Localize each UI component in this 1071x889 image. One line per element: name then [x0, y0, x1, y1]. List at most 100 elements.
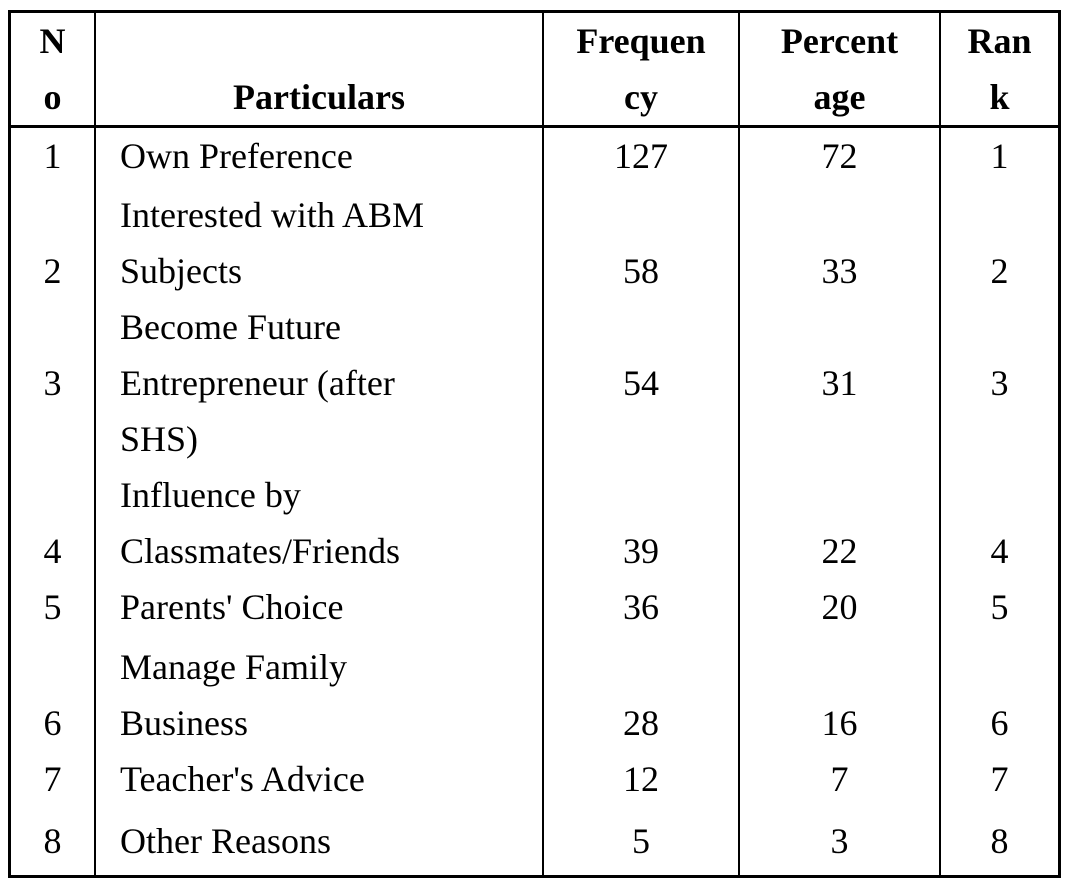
cell-frequency: 58: [542, 186, 739, 299]
particulars-line: SHS): [120, 418, 199, 459]
cell-particulars: Interested with ABM Subjects: [94, 186, 543, 299]
cell-rank-value: 8: [990, 820, 1009, 861]
header-no: N o: [11, 13, 95, 128]
table-row: 6 Manage Family Business 28 16 6: [11, 638, 1058, 751]
header-frequency-line2: cy: [624, 77, 658, 117]
header-no-line1: N: [39, 21, 66, 61]
cell-rank-value: 4: [990, 530, 1009, 571]
header-frequency-line1: Frequen: [576, 21, 706, 61]
cell-percentage-value: 22: [821, 530, 858, 571]
cell-rank: 6: [939, 638, 1058, 751]
cell-particulars: Parents' Choice: [94, 578, 543, 639]
cell-particulars: Manage Family Business: [94, 638, 543, 751]
cell-rank-value: 1: [990, 136, 1009, 176]
header-percentage-line2: age: [813, 77, 866, 117]
particulars-line: Own Preference: [120, 136, 353, 176]
cell-frequency: 28: [542, 638, 739, 751]
header-percentage: Percent age: [738, 13, 940, 128]
particulars-line: Other Reasons: [120, 820, 331, 861]
cell-no: 5: [11, 579, 95, 639]
table-row: 5 Parents' Choice 36 20 5: [11, 578, 1058, 639]
cell-particulars: Influence by Classmates/Friends: [94, 466, 543, 579]
cell-percentage: 20: [738, 578, 940, 639]
cell-frequency-value: 36: [623, 586, 659, 627]
header-percentage-line1: Percent: [780, 21, 899, 61]
particulars-line: Subjects: [120, 250, 242, 291]
cell-frequency: 12: [542, 750, 739, 813]
cell-percentage: 33: [738, 186, 940, 299]
cell-frequency: 36: [542, 578, 739, 639]
cell-rank: 2: [939, 186, 1058, 299]
table-row: 1 Own Preference 127 72 1: [11, 126, 1058, 187]
cell-percentage-value: 7: [830, 758, 849, 799]
cell-frequency-value: 12: [623, 758, 659, 799]
particulars-line: Teacher's Advice: [120, 758, 365, 799]
header-row: N o Particulars Frequen cy Percent age R…: [11, 13, 1058, 128]
cell-particulars: Teacher's Advice: [94, 750, 543, 813]
table-row: 2 Interested with ABM Subjects 58 33 2: [11, 186, 1058, 299]
cell-rank-value: 7: [990, 758, 1009, 799]
cell-no: 4: [11, 467, 95, 579]
header-particulars-label: Particulars: [233, 77, 405, 117]
cell-no: 6: [11, 639, 95, 751]
cell-percentage-value: 16: [821, 702, 858, 743]
cell-rank-value: 3: [990, 362, 1009, 403]
cell-rank: 4: [939, 466, 1058, 579]
cell-no: 7: [11, 751, 95, 813]
cell-rank: 3: [939, 298, 1058, 467]
particulars-line: Manage Family: [120, 646, 347, 687]
cell-frequency: 127: [542, 126, 739, 187]
cell-rank-value: 2: [990, 250, 1009, 291]
cell-no-value: 5: [43, 586, 62, 627]
particulars-line: Interested with ABM: [120, 194, 424, 235]
cell-no: 3: [11, 299, 95, 467]
cell-percentage: 3: [738, 812, 940, 877]
cell-particulars: Become Future Entrepreneur (after SHS): [94, 298, 543, 467]
reasons-table-container: N o Particulars Frequen cy Percent age R…: [8, 10, 1061, 878]
cell-percentage: 31: [738, 298, 940, 467]
cell-percentage-value: 31: [821, 362, 858, 403]
table-header: N o Particulars Frequen cy Percent age R…: [11, 13, 1058, 128]
cell-no-value: 7: [43, 758, 62, 799]
header-rank-line2: k: [989, 77, 1010, 117]
cell-rank: 5: [939, 578, 1058, 639]
table-row: 8 Other Reasons 5 3 8: [11, 812, 1058, 877]
cell-percentage-value: 33: [821, 250, 858, 291]
cell-percentage: 7: [738, 750, 940, 813]
cell-frequency: 54: [542, 298, 739, 467]
header-rank: Ran k: [939, 13, 1058, 128]
cell-rank-value: 6: [990, 702, 1009, 743]
table-row: 3 Become Future Entrepreneur (after SHS) 54 3…: [11, 298, 1058, 467]
particulars-line: Influence by: [120, 474, 301, 515]
table-body: 1 Own Preference 127 72 1 2 Interested with AB…: [11, 126, 1058, 877]
cell-percentage-value: 72: [821, 136, 858, 176]
cell-no-value: 8: [43, 820, 62, 861]
cell-particulars: Own Preference: [94, 126, 543, 187]
cell-percentage-value: 20: [821, 586, 858, 627]
cell-no-value: 6: [43, 702, 62, 743]
cell-frequency-value: 39: [623, 530, 659, 571]
cell-percentage-value: 3: [830, 820, 849, 861]
cell-no: 2: [11, 187, 95, 299]
reasons-table: N o Particulars Frequen cy Percent age R…: [11, 13, 1058, 877]
header-rank-line1: Ran: [967, 21, 1032, 61]
particulars-line: Classmates/Friends: [120, 530, 400, 571]
cell-frequency: 39: [542, 466, 739, 579]
header-frequency: Frequen cy: [542, 13, 739, 128]
cell-particulars: Other Reasons: [94, 812, 543, 877]
table-row: 7 Teacher's Advice 12 7 7: [11, 750, 1058, 813]
cell-percentage: 22: [738, 466, 940, 579]
cell-percentage: 72: [738, 126, 940, 187]
cell-frequency-value: 28: [623, 702, 659, 743]
cell-no-value: 4: [43, 530, 62, 571]
particulars-line: Parents' Choice: [120, 586, 344, 627]
particulars-line: Entrepreneur (after: [120, 362, 395, 403]
cell-rank: 1: [939, 126, 1058, 187]
header-no-line2: o: [43, 77, 62, 117]
particulars-line: Become Future: [120, 306, 341, 347]
cell-frequency-value: 58: [623, 250, 659, 291]
cell-no-value: 1: [43, 136, 62, 176]
cell-no-value: 3: [43, 362, 62, 403]
cell-frequency: 5: [542, 812, 739, 877]
cell-rank-value: 5: [990, 586, 1009, 627]
